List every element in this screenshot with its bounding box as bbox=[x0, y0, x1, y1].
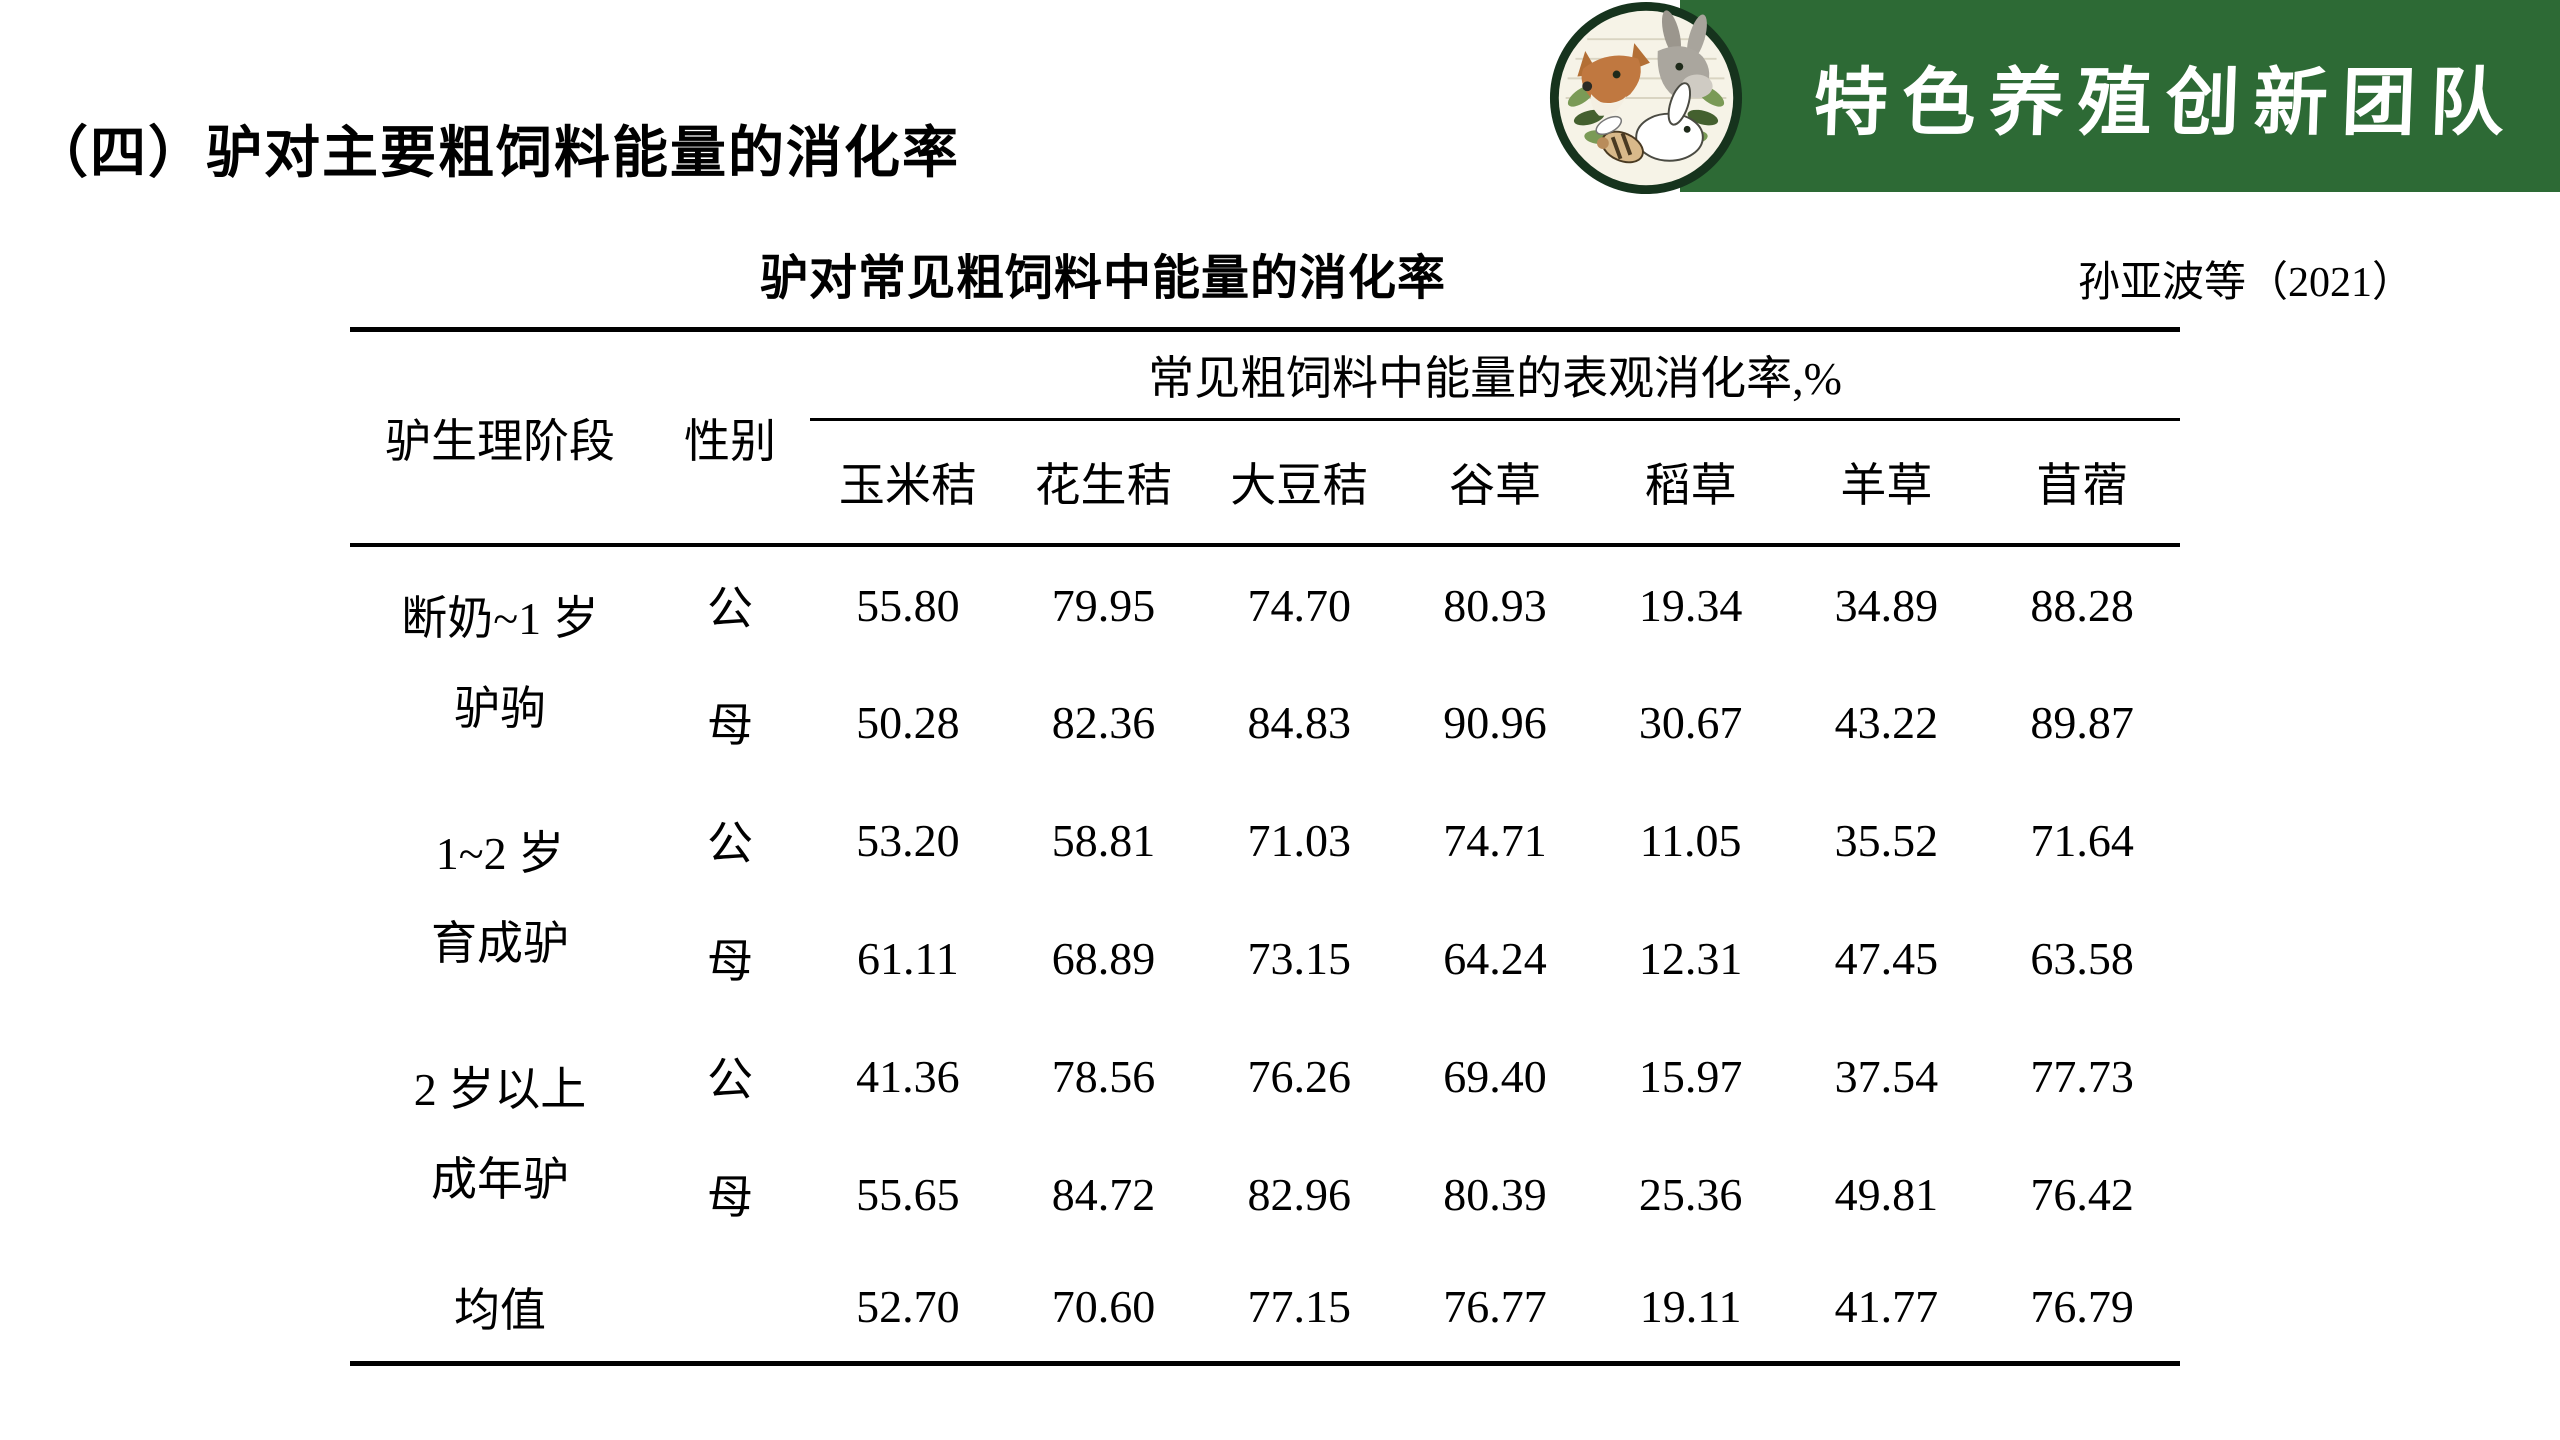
value-cell: 55.65 bbox=[856, 1168, 960, 1220]
mean-label-cell: 均值 bbox=[454, 1284, 546, 1336]
header-row-feeds: 玉米秸 花生秸 大豆秸 谷草 稻草 羊草 苜蓿 bbox=[350, 419, 2180, 547]
value-cell: 30.67 bbox=[1638, 696, 1743, 748]
value-cell: 41.77 bbox=[1834, 1281, 1939, 1333]
stage-cell: 1~2 岁育成驴 bbox=[350, 781, 650, 1017]
sex-cell: 公 bbox=[707, 818, 753, 869]
rabbit-icon bbox=[1635, 82, 1704, 162]
value-cell: 12.31 bbox=[1638, 932, 1743, 984]
stage-line: 成年驴 bbox=[431, 1154, 569, 1205]
value-cell: 11.05 bbox=[1639, 814, 1742, 866]
value-cell: 84.83 bbox=[1247, 696, 1352, 748]
value-cell: 53.20 bbox=[856, 814, 960, 866]
header-feed: 大豆秸 bbox=[1201, 419, 1398, 547]
value-cell: 89.87 bbox=[2030, 696, 2134, 748]
header-span: 常见粗饲料中能量的表观消化率,% bbox=[810, 329, 2180, 421]
value-cell: 73.15 bbox=[1247, 932, 1352, 984]
stage-line: 断奶~1 岁 bbox=[401, 593, 599, 645]
mean-row: 均值 52.70 70.60 77.15 76.77 19.11 41.77 7… bbox=[350, 1253, 2180, 1363]
stage-line: 2 岁以上 bbox=[413, 1064, 587, 1116]
stage-line: 驴驹 bbox=[454, 683, 546, 734]
value-cell: 47.45 bbox=[1834, 932, 1939, 984]
table-row: 2 岁以上成年驴 公 41.36 78.56 76.26 69.40 15.97… bbox=[350, 1017, 2180, 1206]
value-cell: 41.36 bbox=[856, 1050, 960, 1102]
team-name: 特色养殖创新团队 bbox=[1812, 62, 2520, 145]
value-cell: 64.24 bbox=[1443, 932, 1547, 984]
value-cell: 50.28 bbox=[856, 696, 960, 748]
value-cell: 78.56 bbox=[1051, 1050, 1156, 1102]
header-feed: 苜蓿 bbox=[1984, 419, 2180, 547]
value-cell: 34.89 bbox=[1834, 579, 1939, 631]
source-citation: 孙亚波等（2021） bbox=[2078, 260, 2415, 306]
sex-cell: 母 bbox=[707, 700, 753, 751]
digestibility-table: 驴生理阶段 性别 常见粗饲料中能量的表观消化率,% 玉米秸 花生秸 大豆秸 谷草… bbox=[350, 327, 2180, 1366]
value-cell: 74.71 bbox=[1443, 814, 1547, 866]
header-feed: 稻草 bbox=[1592, 419, 1789, 547]
value-cell: 77.15 bbox=[1247, 1281, 1352, 1333]
value-cell: 80.93 bbox=[1443, 579, 1547, 631]
value-cell: 15.97 bbox=[1638, 1050, 1743, 1102]
value-cell: 71.03 bbox=[1247, 814, 1352, 866]
value-cell: 37.54 bbox=[1834, 1050, 1939, 1102]
value-cell: 43.22 bbox=[1834, 696, 1939, 748]
bee-icon bbox=[1595, 115, 1644, 164]
page-title: （四）驴对主要粗饲料能量的消化率 bbox=[32, 121, 960, 184]
value-cell: 19.34 bbox=[1638, 579, 1743, 631]
team-logo-icon bbox=[1549, 1, 1743, 195]
value-cell: 71.64 bbox=[2030, 814, 2134, 866]
table-row: 1~2 岁育成驴 公 53.20 58.81 71.03 74.71 11.05… bbox=[350, 781, 2180, 970]
table-row: 断奶~1 岁驴驹 公 55.80 79.95 74.70 80.93 19.34… bbox=[350, 545, 2180, 735]
header-row-top: 驴生理阶段 性别 常见粗饲料中能量的表观消化率,% bbox=[350, 329, 2180, 547]
stage-cell: 断奶~1 岁驴驹 bbox=[350, 545, 650, 781]
value-cell: 25.36 bbox=[1638, 1168, 1743, 1220]
value-cell: 70.60 bbox=[1051, 1281, 1156, 1333]
sex-cell: 母 bbox=[707, 936, 753, 987]
sex-cell: 公 bbox=[707, 1054, 753, 1105]
table-row: 母 55.65 84.72 82.96 80.39 25.36 49.81 76… bbox=[350, 1135, 2180, 1253]
value-cell: 80.39 bbox=[1443, 1168, 1547, 1220]
value-cell: 90.96 bbox=[1443, 696, 1547, 748]
value-cell: 35.52 bbox=[1834, 814, 1939, 866]
table-row: 母 50.28 82.36 84.83 90.96 30.67 43.22 89… bbox=[350, 663, 2180, 781]
value-cell: 19.11 bbox=[1639, 1281, 1742, 1333]
value-cell: 82.96 bbox=[1247, 1168, 1352, 1220]
value-cell: 74.70 bbox=[1247, 579, 1352, 631]
header-feed: 谷草 bbox=[1397, 419, 1593, 547]
value-cell: 79.95 bbox=[1051, 579, 1156, 631]
table-title: 驴对常见粗饲料中能量的消化率 bbox=[760, 252, 1447, 305]
stage-cell: 2 岁以上成年驴 bbox=[350, 1017, 650, 1253]
sex-cell: 母 bbox=[707, 1172, 753, 1223]
value-cell: 82.36 bbox=[1051, 696, 1156, 748]
table-row: 母 61.11 68.89 73.15 64.24 12.31 47.45 63… bbox=[350, 899, 2180, 1017]
value-cell: 63.58 bbox=[2030, 932, 2134, 984]
header-sex: 性别 bbox=[650, 329, 810, 547]
team-logo bbox=[1548, 0, 1744, 196]
sex-cell: 公 bbox=[707, 583, 753, 634]
value-cell: 88.28 bbox=[2030, 579, 2134, 631]
value-cell: 61.11 bbox=[856, 932, 959, 984]
fox-icon bbox=[1577, 43, 1650, 116]
value-cell: 76.79 bbox=[2030, 1281, 2134, 1333]
stage-line: 育成驴 bbox=[431, 918, 569, 969]
value-cell: 76.42 bbox=[2030, 1168, 2134, 1220]
value-cell: 76.77 bbox=[1443, 1281, 1547, 1333]
team-banner: 特色养殖创新团队 bbox=[1680, 0, 2560, 192]
value-cell: 55.80 bbox=[856, 579, 960, 631]
value-cell: 84.72 bbox=[1051, 1168, 1156, 1220]
stage-line: 1~2 岁 bbox=[435, 828, 565, 880]
sex-cell bbox=[650, 1253, 810, 1363]
header-feed: 羊草 bbox=[1788, 419, 1985, 547]
header-stage: 驴生理阶段 bbox=[350, 329, 650, 547]
value-cell: 68.89 bbox=[1051, 932, 1156, 984]
value-cell: 76.26 bbox=[1247, 1050, 1352, 1102]
value-cell: 52.70 bbox=[856, 1281, 960, 1333]
value-cell: 49.81 bbox=[1834, 1168, 1939, 1220]
header-feed: 花生秸 bbox=[1005, 419, 1202, 547]
value-cell: 58.81 bbox=[1051, 814, 1156, 866]
value-cell: 69.40 bbox=[1443, 1050, 1547, 1102]
header-feed: 玉米秸 bbox=[810, 419, 1006, 547]
value-cell: 77.73 bbox=[2030, 1050, 2134, 1102]
